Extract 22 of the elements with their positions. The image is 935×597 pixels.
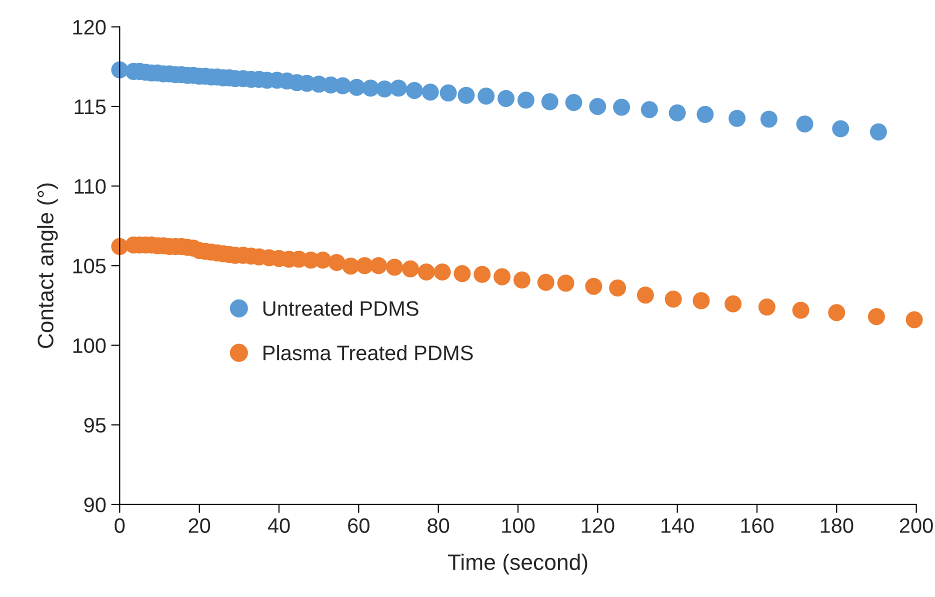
x-tick-label: 80 [428, 518, 450, 533]
y-tick-label: 105 [73, 258, 106, 274]
x-tick-label: 0 [114, 518, 125, 533]
y-tick-label: 120 [73, 20, 106, 35]
x-axis-title: Time (second) [448, 554, 588, 574]
x-tick-label: 20 [188, 518, 210, 533]
y-tick-label: 95 [84, 418, 106, 433]
x-tick-label: 40 [268, 518, 290, 533]
y-tick-label: 115 [74, 100, 106, 114]
x-tick-label: 160 [741, 518, 774, 533]
y-axis-title: Contact angle (°) [37, 184, 58, 348]
x-tick-label: 180 [820, 518, 854, 533]
x-tick-label: 200 [900, 518, 933, 533]
y-tick-label: 110 [74, 179, 106, 194]
x-tick-label: 100 [502, 518, 535, 533]
x-tick-label: 120 [582, 518, 614, 533]
y-tick-label: 100 [73, 338, 106, 354]
x-tick-label: 140 [662, 518, 694, 533]
legend-label: Untreated PDMS [263, 300, 418, 316]
legend-label: Plasma Treated PDMS [264, 345, 473, 360]
x-tick-label: 60 [348, 518, 370, 533]
y-tick-label: 90 [84, 497, 106, 512]
